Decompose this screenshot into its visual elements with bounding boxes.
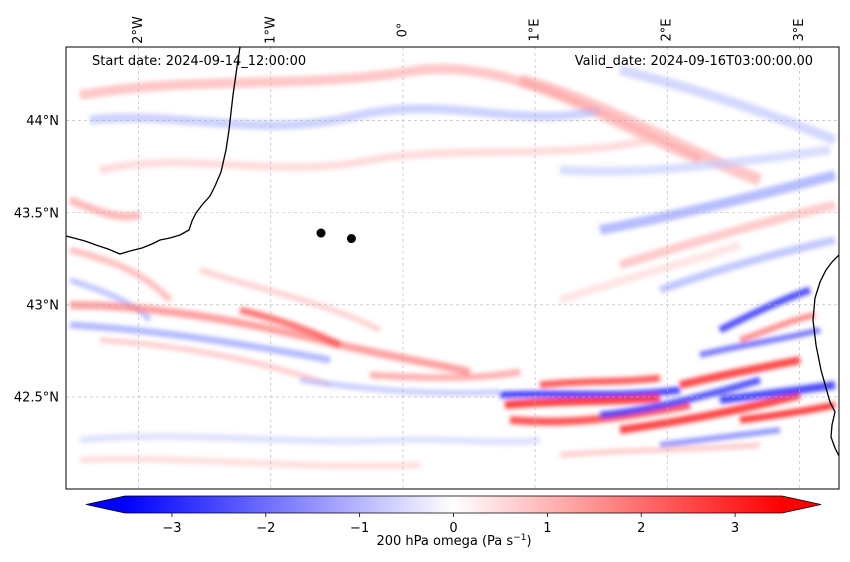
lon-tick-label: 3°E (792, 19, 807, 42)
field-band (659, 427, 781, 448)
colorbar-max-extension (782, 496, 821, 513)
valid-date-label: Valid_date: 2024-09-16T03:00:00.00 (575, 54, 813, 69)
station-marker-point-a (316, 228, 326, 238)
field-band (518, 74, 763, 186)
field-band (539, 374, 661, 389)
field-band (99, 337, 332, 388)
colorbar-min-extension (86, 496, 125, 513)
map-frame (65, 46, 840, 490)
lat-tick-label: 44°N (26, 114, 59, 129)
colorbar-tick-label: −2 (256, 521, 275, 536)
colorbar-fill (125, 496, 782, 513)
longitude-labels: 2°W 1°W 0° 1°E 2°E 3°E (131, 16, 807, 44)
field-band (69, 277, 153, 323)
colorbar-tick-label: 1 (543, 521, 551, 536)
lon-tick-label: 2°E (660, 19, 675, 42)
field-band (718, 286, 812, 334)
colorbar-tick-label: −1 (350, 521, 369, 536)
colorbar-tick-label: 0 (449, 521, 457, 536)
field-band (69, 246, 173, 303)
field-band (618, 200, 837, 270)
field-band (509, 401, 691, 426)
colorbar-tick-label: 3 (731, 521, 739, 536)
colorbar-outline (85, 495, 822, 514)
colorbar: −3 −2 −1 0 1 2 3 200 hPa omega (Pa s−1) (85, 495, 822, 549)
field-band (739, 401, 836, 424)
field-band (619, 391, 801, 434)
field-band (699, 327, 821, 358)
field-band (559, 442, 761, 458)
field-band (69, 321, 331, 364)
field-band (658, 236, 836, 294)
field-band (558, 241, 742, 304)
field-band (504, 394, 661, 409)
coastline (66, 47, 839, 457)
station-markers (316, 228, 356, 244)
field-band (599, 376, 762, 419)
map-panel: Start date: 2024-09-14_12:00:00 Valid_da… (65, 46, 840, 490)
omega-field (68, 63, 837, 470)
field-band (99, 136, 651, 174)
lat-tick-label: 42.5°N (14, 390, 59, 405)
lon-tick-label: 1°W (263, 16, 278, 44)
field-band (79, 455, 421, 470)
station-marker-point-b (346, 234, 356, 244)
coastline-east (812, 254, 839, 457)
field-band (719, 381, 836, 404)
colorbar-tick-label: 2 (637, 521, 645, 536)
field-band (618, 65, 837, 145)
field-band (299, 377, 501, 396)
graticule (66, 47, 839, 489)
colorbar-tick-label: −3 (162, 521, 181, 536)
lon-tick-label: 1°E (528, 19, 543, 42)
coastline-west (66, 47, 241, 255)
field-band (559, 145, 831, 176)
field-band (69, 301, 471, 376)
field-band (679, 356, 801, 389)
lat-tick-label: 43.5°N (14, 206, 59, 221)
field-band (239, 306, 342, 349)
field-band (599, 170, 837, 235)
lon-tick-label: 2°W (131, 16, 146, 44)
field-band (68, 196, 141, 221)
lat-tick-label: 43°N (26, 298, 59, 313)
field-band (739, 312, 816, 343)
start-date-label: Start date: 2024-09-14_12:00:00 (92, 54, 306, 69)
colorbar-label: 200 hPa omega (Pa s−1) (376, 533, 531, 549)
latitude-labels: 44°N 43.5°N 43°N 42.5°N (14, 114, 59, 405)
field-band (369, 368, 521, 382)
field-band (199, 267, 382, 333)
field-band (79, 432, 541, 446)
colorbar-ticks: −3 −2 −1 0 1 2 3 (162, 513, 739, 536)
field-band (499, 386, 681, 399)
lon-tick-label: 0° (395, 23, 410, 38)
field-band (89, 104, 602, 130)
